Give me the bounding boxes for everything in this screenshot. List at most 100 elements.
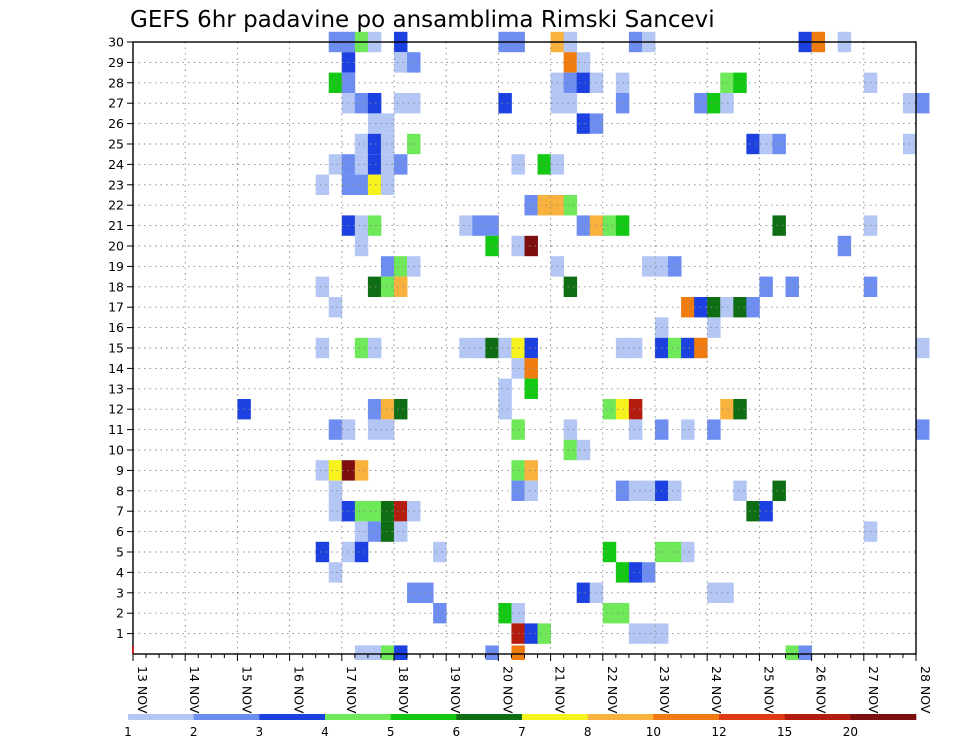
y-tick-label: 3 — [116, 585, 124, 600]
y-tick-label: 17 — [108, 300, 124, 315]
heatmap-cell — [367, 133, 382, 155]
x-tick-label: 25 NOV — [761, 666, 776, 714]
colorbar-segment — [128, 714, 194, 720]
grid-lines — [133, 42, 916, 654]
heatmap-cell — [563, 93, 578, 114]
colorbar-segment — [653, 714, 720, 720]
heatmap-cell — [668, 541, 682, 563]
heatmap-cell — [681, 337, 695, 359]
heatmap-cell — [498, 399, 512, 420]
heatmap-cell — [394, 93, 408, 114]
y-tick-label: 30 — [108, 35, 124, 50]
heatmap-cell — [511, 645, 525, 660]
heatmap-cell — [576, 113, 591, 134]
heatmap-cell — [498, 378, 512, 399]
colorbar-label: 8 — [584, 725, 592, 739]
heatmap-cell — [641, 256, 656, 277]
chart-title: GEFS 6hr padavine po ansamblima Rimski S… — [130, 7, 715, 33]
heatmap-cell — [394, 256, 408, 277]
heatmap-cell — [641, 623, 656, 644]
heatmap-cell — [916, 337, 930, 359]
heatmap-cell — [354, 174, 369, 195]
heatmap-cell — [498, 93, 512, 114]
heatmap-cell — [367, 419, 382, 440]
heatmap-cell — [472, 337, 486, 359]
heatmap-cell — [367, 93, 382, 114]
y-tick-label: 19 — [108, 259, 124, 274]
heatmap-cell — [628, 480, 643, 501]
heatmap-cell — [733, 297, 747, 318]
heatmap-cell — [524, 480, 538, 501]
heatmap-cell — [315, 541, 330, 563]
heatmap-cell — [367, 645, 382, 660]
heatmap-cell — [681, 541, 695, 563]
heatmap-cell — [367, 521, 382, 542]
heatmap-cell — [498, 603, 512, 624]
heatmap-cell — [707, 297, 721, 318]
heatmap-cell — [602, 603, 617, 624]
heatmap-cell — [354, 337, 369, 359]
heatmap-cell — [707, 93, 721, 114]
heatmap-cell — [798, 645, 812, 660]
x-tick-label: 20 NOV — [500, 666, 515, 714]
heatmap-cell — [720, 72, 734, 93]
colorbar-label: 20 — [843, 725, 858, 739]
heatmap-cell — [472, 215, 486, 236]
x-tick-label: 26 NOV — [814, 666, 829, 714]
heatmap-cell — [380, 133, 395, 155]
heatmap-cell — [380, 521, 395, 542]
y-tick-label: 14 — [108, 361, 124, 376]
colorbar-label: 7 — [518, 725, 526, 739]
heatmap-cell — [576, 52, 591, 73]
heatmap-cell — [328, 72, 343, 93]
heatmap-cell — [576, 215, 591, 236]
y-tick-label: 16 — [108, 320, 124, 335]
heatmap-cell — [380, 113, 395, 134]
heatmap-cell — [394, 399, 408, 420]
x-tick-label: 21 NOV — [553, 666, 568, 714]
axes: 1234567891011121314151617181920212223242… — [108, 35, 933, 714]
heatmap-cell — [485, 645, 499, 660]
heatmap-cell — [354, 521, 369, 542]
heatmap-cell — [354, 645, 369, 660]
colorbar-label: 2 — [190, 725, 198, 739]
heatmap-cell — [328, 154, 343, 175]
heatmap-cell — [772, 133, 786, 155]
heatmap-cell — [328, 297, 343, 318]
heatmap-cell — [524, 195, 538, 216]
colorbar-label: 4 — [321, 725, 329, 739]
heatmap-cell — [433, 603, 447, 624]
heatmap-cell — [537, 195, 551, 216]
y-tick-label: 1 — [116, 626, 124, 641]
heatmap-cell — [524, 460, 538, 481]
x-tick-label: 18 NOV — [396, 666, 411, 714]
heatmap-cell — [524, 623, 538, 644]
heatmap-cell — [498, 337, 512, 359]
heatmap-cell — [563, 72, 578, 93]
colorbar: 1 2 3 4 5 6 7 8 10 12 15 20 — [124, 714, 917, 739]
heatmap-cell — [576, 582, 591, 603]
heatmap-cell — [563, 52, 578, 73]
colorbar-label: 3 — [256, 725, 264, 739]
heatmap-cell — [354, 215, 369, 236]
heatmap-cell — [485, 337, 499, 359]
colorbar-segment — [522, 714, 588, 720]
heatmap-cell — [746, 297, 760, 318]
colorbar-segment — [325, 714, 391, 720]
y-tick-label: 28 — [108, 75, 124, 90]
heatmap-cell — [524, 235, 538, 257]
heatmap-cell — [720, 297, 734, 318]
heatmap-cell — [524, 378, 538, 399]
heatmap-cell — [681, 419, 695, 440]
x-tick-label: 14 NOV — [187, 666, 202, 714]
heatmap-cell — [367, 215, 382, 236]
y-tick-label: 8 — [116, 483, 124, 498]
heatmap-cell — [367, 337, 382, 359]
heatmap-cell — [459, 215, 473, 236]
heatmap-cell — [576, 439, 591, 461]
heatmap-cell — [628, 623, 643, 644]
heatmap-cell — [485, 215, 499, 236]
heatmap-cell — [916, 93, 930, 114]
heatmap-cell — [563, 195, 578, 216]
heatmap-cell — [916, 419, 930, 440]
